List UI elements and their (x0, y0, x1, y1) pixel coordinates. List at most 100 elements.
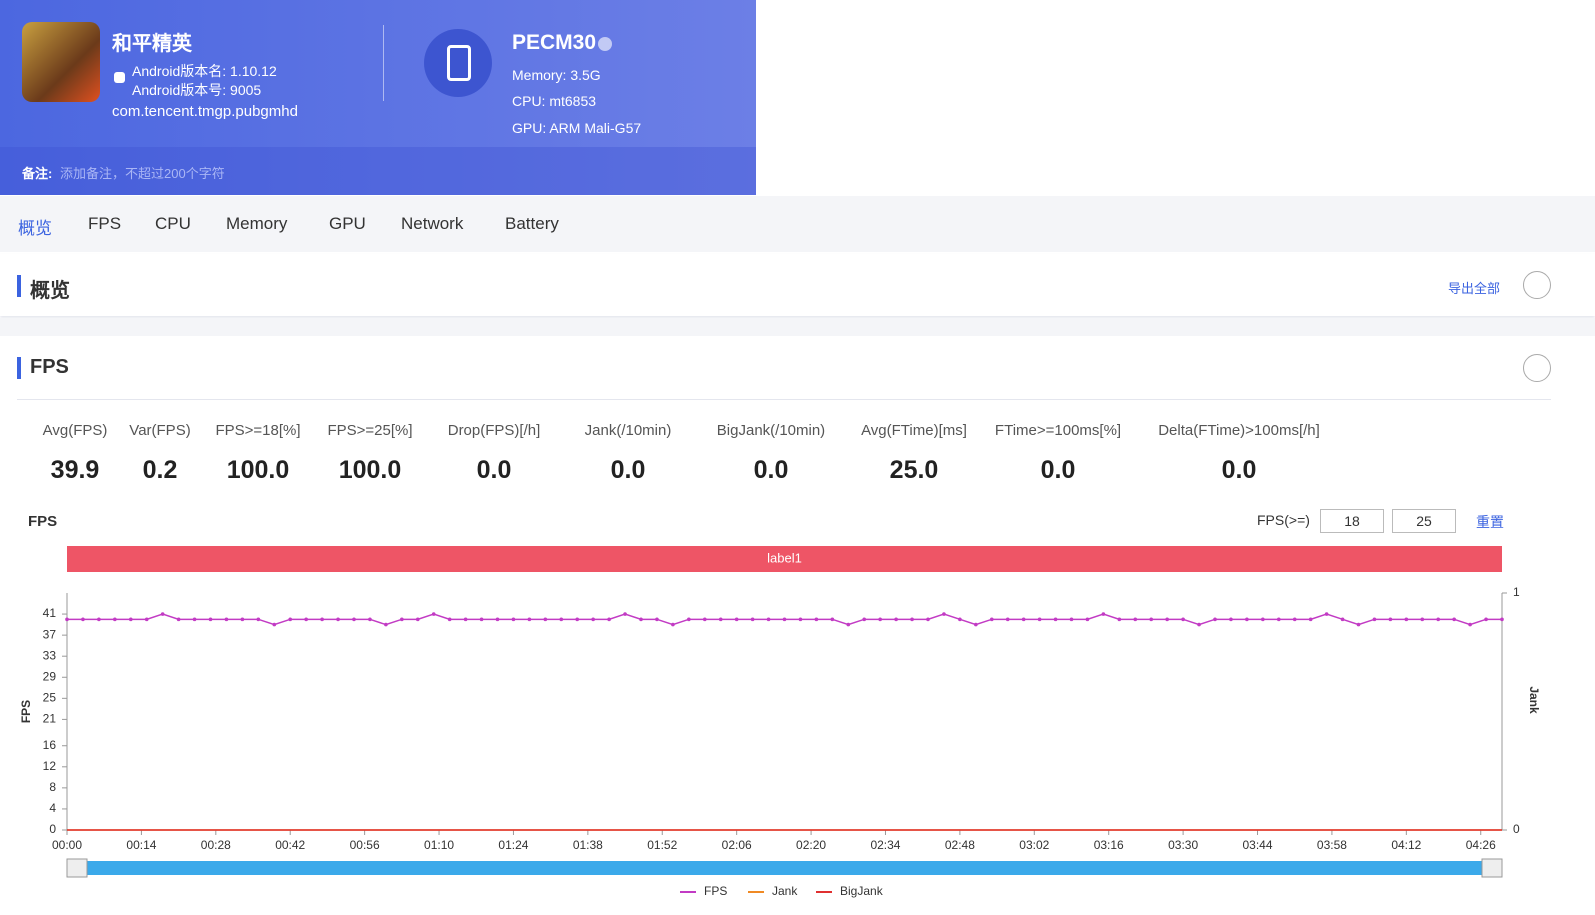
point (1149, 617, 1154, 622)
x-tick-label: 01:38 (573, 838, 603, 852)
x-tick-label: 02:48 (945, 838, 975, 852)
x-tick-label: 02:34 (870, 838, 900, 852)
section-title: FPS (30, 356, 69, 378)
point (1484, 617, 1488, 622)
point (830, 617, 835, 622)
point (336, 617, 340, 622)
tab[interactable]: Memory (226, 214, 288, 233)
stat-value: 25.0 (889, 456, 939, 484)
tab[interactable]: Battery (505, 214, 559, 233)
stat-value: 0.0 (476, 456, 512, 484)
point (1117, 617, 1122, 622)
legend-label[interactable]: BigJank (840, 884, 884, 898)
point (1308, 617, 1313, 622)
point (160, 612, 165, 616)
note-bar: 备注: 添加备注，不超过200个字符 (0, 147, 756, 195)
stat-label: Delta(FTime)>100ms[/h] (1158, 422, 1320, 439)
point (1500, 617, 1504, 622)
point (511, 617, 516, 622)
point (1197, 622, 1201, 627)
version-code: Android版本号: 9005 (132, 82, 262, 98)
x-tick-label: 00:14 (126, 838, 156, 852)
point (495, 617, 500, 622)
point (1420, 617, 1425, 622)
x-tick-label: 03:30 (1168, 838, 1198, 852)
point (1021, 617, 1026, 622)
point (447, 617, 452, 622)
point (782, 617, 787, 622)
point (1292, 617, 1297, 622)
legend-label[interactable]: Jank (772, 884, 798, 898)
x-tick-label: 00:56 (350, 838, 380, 852)
stat-label: Avg(FTime)[ms] (861, 422, 967, 439)
threshold-input[interactable]: 18 (1320, 509, 1384, 533)
point (97, 617, 101, 622)
point (1069, 617, 1074, 622)
zoom-slider[interactable] (67, 861, 1502, 875)
point (65, 617, 69, 622)
y-tick-label: 16 (43, 738, 57, 752)
point (942, 612, 946, 616)
package: com.tencent.tmgp.pubgmhd (112, 103, 298, 120)
point (1261, 617, 1265, 622)
export-button[interactable]: 导出全部 (1448, 281, 1501, 296)
slider-handle[interactable] (66, 858, 88, 878)
reset-button[interactable]: 重置 (1476, 514, 1504, 530)
x-tick-label: 01:52 (647, 838, 677, 852)
point (862, 617, 867, 622)
collapse-button[interactable] (1523, 271, 1551, 299)
y-tick-label: 41 (43, 606, 57, 620)
tab[interactable]: Network (401, 214, 464, 233)
point (623, 612, 627, 616)
tab[interactable]: CPU (155, 214, 191, 233)
tab[interactable]: FPS (88, 214, 122, 233)
point (81, 617, 85, 622)
cpu: CPU: mt6853 (512, 93, 597, 109)
point (559, 617, 564, 622)
stat-value: 0.0 (610, 456, 646, 484)
point (1101, 612, 1106, 616)
point (527, 617, 532, 622)
threshold-input[interactable]: 25 (1392, 509, 1456, 533)
point (1372, 617, 1377, 622)
x-tick-label: 01:24 (498, 838, 528, 852)
point (240, 617, 245, 622)
stat-label: Var(FPS) (129, 422, 191, 439)
point (798, 617, 803, 622)
collapse-button[interactable] (1523, 354, 1551, 382)
section-marker (17, 357, 21, 379)
tab[interactable]: GPU (329, 214, 366, 233)
point (288, 617, 293, 622)
stat-label: Jank(/10min) (584, 422, 672, 439)
point (1468, 622, 1472, 627)
point (639, 617, 643, 622)
x-tick-label: 03:16 (1094, 838, 1124, 852)
point (304, 617, 308, 622)
point (208, 617, 213, 622)
point (1324, 612, 1329, 616)
point (1388, 617, 1393, 622)
legend-label[interactable]: FPS (704, 884, 727, 898)
point (1005, 617, 1010, 622)
x-tick-label: 00:42 (275, 838, 305, 852)
section-title: 概览 (30, 280, 70, 302)
header: 和平精英 Android版本名: 1.10.12 Android版本号: 900… (0, 0, 756, 195)
point (1404, 617, 1409, 622)
point (415, 617, 420, 622)
point (463, 617, 468, 622)
stat-label: FPS>=18[%] (215, 422, 301, 439)
divider (383, 25, 384, 101)
point (384, 622, 388, 627)
point (479, 617, 484, 622)
stat-label: Avg(FPS) (42, 422, 108, 439)
app-icon (22, 22, 100, 102)
point (687, 617, 691, 622)
tab[interactable]: 概览 (18, 219, 52, 238)
note-input[interactable]: 添加备注，不超过200个字符 (60, 166, 225, 181)
y-tick-label: 4 (49, 801, 56, 815)
point (591, 617, 595, 622)
point (272, 622, 277, 627)
slider-handle[interactable] (1481, 858, 1503, 878)
x-tick-label: 02:06 (722, 838, 752, 852)
point (894, 617, 898, 622)
